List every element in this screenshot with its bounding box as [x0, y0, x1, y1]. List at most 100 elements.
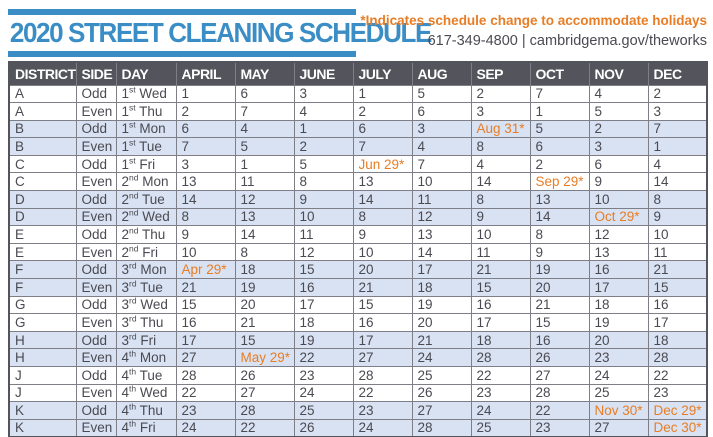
date-cell: 4: [588, 84, 649, 104]
side-cell: Even: [75, 383, 117, 403]
date-cell: 27: [234, 383, 295, 403]
date-cell: 2: [529, 154, 590, 174]
date-cell: 15: [352, 295, 413, 315]
date-cell: 23: [470, 383, 531, 403]
date-cell: 6: [411, 102, 472, 121]
date-cell: 16: [293, 278, 354, 297]
district-cell: D: [8, 207, 77, 227]
date-cell: 5: [411, 84, 472, 104]
date-cell: Oct 29*: [588, 207, 649, 227]
date-cell: 20: [588, 330, 649, 350]
title-block: 2020 STREET CLEANING SCHEDULE: [8, 9, 433, 57]
date-cell: 26: [234, 366, 295, 385]
date-cell: 25: [470, 418, 531, 437]
day-cell: 2nd Wed: [115, 207, 177, 227]
district-cell: K: [8, 418, 77, 437]
date-cell: 23: [293, 366, 354, 385]
table-row: C Odd 1st Fri 3 1 5 Jun 29* 7 4 2 6 4: [8, 154, 708, 174]
table-row: G Odd 3rd Wed 15 20 17 15 19 16 21 18 16: [8, 295, 708, 315]
date-cell: 18: [588, 295, 649, 315]
date-cell: 24: [352, 418, 413, 437]
date-cell: 15: [175, 295, 236, 315]
date-cell: 21: [529, 295, 590, 315]
date-cell: 20: [234, 295, 295, 315]
day-cell: 3rd Fri: [115, 330, 177, 350]
date-cell: 8: [529, 225, 590, 244]
date-cell: 26: [293, 418, 354, 437]
date-cell: 14: [647, 172, 708, 192]
date-cell: 1: [234, 154, 295, 174]
date-cell: 14: [352, 190, 413, 209]
date-cell: 1: [352, 84, 413, 104]
table-row: F Odd 3rd Mon Apr 29* 18 15 20 17 21 19 16 21: [8, 260, 708, 280]
date-cell: 11: [234, 172, 295, 192]
date-cell: 7: [647, 119, 708, 139]
day-cell: 4th Wed: [115, 383, 177, 403]
date-cell: 1: [293, 119, 354, 139]
district-cell: E: [8, 242, 77, 262]
date-cell: 24: [175, 418, 236, 437]
date-cell: 3: [175, 154, 236, 174]
date-cell: 9: [175, 225, 236, 244]
side-cell: Odd: [75, 84, 117, 104]
date-cell: 14: [470, 172, 531, 192]
district-cell: H: [8, 348, 77, 367]
district-cell: C: [8, 172, 77, 192]
column-header: DISTRICT: [8, 61, 77, 86]
contact-info: 617-349-4800 | cambridgema.gov/theworks: [427, 33, 707, 49]
date-cell: 10: [293, 207, 354, 227]
date-cell: 10: [411, 172, 472, 192]
day-cell: 4th Tue: [115, 366, 177, 385]
date-cell: 1: [529, 102, 590, 121]
page-title: 2020 STREET CLEANING SCHEDULE: [9, 17, 433, 48]
date-cell: 5: [588, 102, 649, 121]
side-cell: Odd: [75, 260, 117, 280]
date-cell: 28: [529, 383, 590, 403]
date-cell: 9: [293, 190, 354, 209]
table-row: A Odd 1st Wed 1 6 3 1 5 2 7 4 2: [8, 84, 708, 104]
date-cell: 10: [588, 190, 649, 209]
holiday-note: *Indicates schedule change to accommodat…: [360, 13, 707, 28]
title-bottom-bar: [8, 51, 356, 57]
table-row: E Even 2nd Fri 10 8 12 10 14 11 9 13 11: [8, 242, 708, 262]
district-cell: J: [8, 383, 77, 403]
district-cell: D: [8, 190, 77, 209]
date-cell: 19: [234, 278, 295, 297]
day-cell: 3rd Mon: [115, 260, 177, 280]
date-cell: 26: [529, 348, 590, 367]
table-row: F Even 3rd Tue 21 19 16 21 18 15 20 17 15: [8, 278, 708, 297]
table-header-row: DISTRICT SIDE DAY APRIL MAY JUNE JULY AUG SEP OCT…: [8, 61, 708, 86]
date-cell: 20: [411, 313, 472, 332]
side-cell: Odd: [75, 225, 117, 244]
date-cell: 3: [588, 137, 649, 156]
date-cell: 15: [234, 330, 295, 350]
masthead-right: *Indicates schedule change to accommodat…: [360, 12, 707, 50]
date-cell: 28: [234, 401, 295, 420]
date-cell: 19: [588, 313, 649, 332]
date-cell: 24: [411, 348, 472, 367]
side-cell: Odd: [75, 119, 117, 139]
side-cell: Even: [75, 172, 117, 192]
table-row: C Even 2nd Mon 13 11 8 13 10 14 Sep 29* 9 14: [8, 172, 708, 192]
date-cell: 21: [175, 278, 236, 297]
date-cell: 18: [293, 313, 354, 332]
date-cell: 5: [234, 137, 295, 156]
date-cell: 9: [470, 207, 531, 227]
date-cell: Nov 30*: [588, 401, 649, 420]
day-cell: 2nd Fri: [115, 242, 177, 262]
district-cell: A: [8, 84, 77, 104]
date-cell: 18: [411, 278, 472, 297]
date-cell: 27: [529, 366, 590, 385]
side-cell: Odd: [75, 330, 117, 350]
table-row: E Odd 2nd Thu 9 14 11 9 13 10 8 12 10: [8, 225, 708, 244]
date-cell: 11: [647, 242, 708, 262]
date-cell: 4: [293, 102, 354, 121]
date-cell: 8: [470, 137, 531, 156]
column-header: MAY: [234, 61, 295, 86]
day-cell: 4th Fri: [115, 418, 177, 437]
day-cell: 2nd Mon: [115, 172, 177, 192]
date-cell: 21: [470, 260, 531, 280]
date-cell: 10: [647, 225, 708, 244]
date-cell: 13: [588, 242, 649, 262]
